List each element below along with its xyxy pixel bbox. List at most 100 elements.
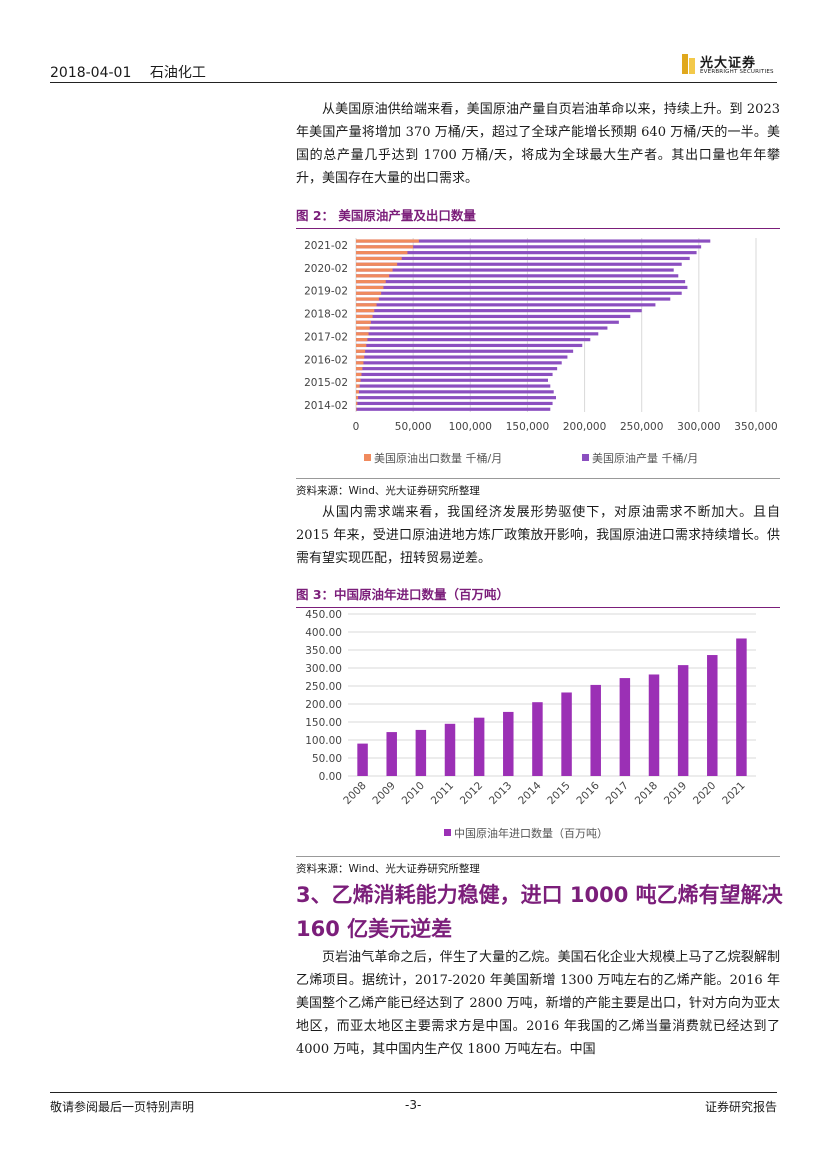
- footer-page-number: -3-: [405, 1098, 422, 1112]
- production-bar: [356, 297, 671, 301]
- import-bar: [444, 723, 456, 776]
- y-tick-label: 150.00: [305, 717, 342, 729]
- report-sector: 石油化工: [149, 65, 206, 81]
- y-tick-label: 0.00: [319, 771, 342, 783]
- y-tick-label: 2018-02: [304, 309, 348, 321]
- export-bar: [356, 332, 369, 336]
- x-tick-label: 2011: [429, 780, 456, 807]
- export-bar: [356, 291, 382, 295]
- x-tick-label: 100,000: [449, 421, 492, 433]
- legend-label-production: 美国原油产量 千桶/月: [592, 451, 698, 465]
- export-bar: [356, 251, 408, 255]
- logo-mark-icon: [682, 54, 695, 74]
- header-divider: [50, 82, 777, 83]
- production-bar: [356, 251, 697, 255]
- export-bar: [356, 309, 375, 313]
- export-bar: [356, 262, 398, 266]
- export-bar: [356, 274, 390, 278]
- production-bar: [356, 390, 554, 394]
- y-tick-label: 2019-02: [304, 286, 348, 298]
- import-bar: [503, 711, 514, 776]
- export-bar: [356, 372, 362, 377]
- legend-swatch-export: [364, 454, 371, 461]
- y-tick-label: 300.00: [305, 663, 342, 675]
- y-tick-label: 100.00: [305, 735, 342, 747]
- production-bar: [356, 239, 711, 243]
- export-bar: [356, 401, 358, 406]
- export-bar: [356, 239, 419, 243]
- y-tick-label: 350.00: [305, 645, 342, 657]
- figure-2-source: 资料来源：Wind、光大证券研究所整理: [296, 478, 780, 498]
- y-tick-label: 2021-02: [304, 240, 348, 252]
- logo-text-en: EVERBRIGHT SECURITIES: [700, 69, 774, 75]
- x-tick-label: 2014: [516, 779, 544, 807]
- export-bar: [356, 390, 359, 394]
- x-tick-label: 350,000: [734, 421, 777, 433]
- y-tick-label: 2016-02: [304, 354, 348, 366]
- figure-3-source: 资料来源：Wind、光大证券研究所整理: [296, 856, 780, 876]
- y-tick-label: 2020-02: [304, 263, 348, 275]
- production-bar: [356, 349, 574, 353]
- y-tick-label: 400.00: [305, 627, 342, 639]
- report-date: 2018-04-01: [50, 65, 132, 81]
- legend-label-export: 美国原油出口数量 千桶/月: [374, 451, 502, 465]
- export-bar: [356, 343, 367, 348]
- x-tick-label: 2008: [341, 780, 368, 807]
- y-tick-label: 2015-02: [304, 377, 348, 389]
- production-bar: [356, 361, 562, 365]
- export-bar: [356, 320, 371, 324]
- x-tick-label: 200,000: [563, 421, 606, 433]
- footer-divider: [50, 1092, 777, 1093]
- export-bar: [356, 349, 366, 353]
- production-bar: [356, 384, 551, 388]
- export-bar: [356, 407, 357, 411]
- export-bar: [356, 256, 402, 261]
- production-bar: [356, 245, 702, 249]
- import-bar: [736, 638, 747, 776]
- production-bar: [356, 396, 556, 400]
- export-bar: [356, 303, 377, 307]
- x-tick-label: 150,000: [506, 421, 549, 433]
- production-bar: [356, 280, 686, 284]
- import-bar: [648, 674, 660, 776]
- export-bar: [356, 326, 370, 330]
- x-tick-label: 2017: [604, 780, 631, 807]
- paragraph-ethylene: 页岩油气革命之后，伴生了大量的乙烷。美国石化企业大规模上马了乙烷裂解制乙烯项目。…: [296, 950, 780, 1057]
- production-bar: [356, 401, 553, 406]
- logo-text-cn: 光大证券: [700, 56, 757, 71]
- production-bar: [356, 332, 599, 336]
- figure-3-title: 图 3：中国原油年进口数量（百万吨）: [296, 584, 780, 608]
- production-bar: [356, 343, 583, 348]
- y-tick-label: 2017-02: [304, 331, 348, 343]
- export-bar: [356, 396, 359, 400]
- production-bar: [356, 274, 679, 278]
- production-bar: [356, 372, 553, 377]
- export-bar: [356, 268, 393, 272]
- footer-report-type: 证券研究报告: [704, 1100, 777, 1114]
- import-bar: [386, 732, 397, 776]
- export-bar: [356, 367, 363, 371]
- report-header: 2018-04-01 石油化工: [50, 62, 220, 82]
- production-bar: [356, 320, 619, 324]
- x-tick-label: 2015: [545, 780, 572, 807]
- x-tick-label: 50,000: [395, 421, 432, 433]
- import-bar: [473, 717, 485, 776]
- export-bar: [356, 361, 364, 365]
- export-bar: [356, 245, 414, 249]
- legend-label-import: 中国原油年进口数量（百万吨）: [454, 826, 608, 840]
- import-bar: [561, 692, 572, 776]
- paragraph-us-supply: 从美国原油供给端来看，美国原油产量自页岩油革命以来，持续上升。到 2023 年美…: [296, 102, 780, 186]
- export-bar: [356, 285, 384, 290]
- footer-disclaimer: 敬请参阅最后一页特别声明: [50, 1100, 195, 1114]
- legend-swatch-import: [444, 829, 451, 836]
- export-bar: [356, 297, 379, 301]
- x-tick-label: 300,000: [677, 421, 720, 433]
- export-bar: [356, 355, 365, 359]
- import-bar: [532, 702, 543, 776]
- x-tick-label: 2016: [574, 779, 602, 807]
- import-bar: [590, 684, 601, 776]
- y-tick-label: 200.00: [305, 699, 342, 711]
- production-bar: [356, 309, 642, 313]
- production-bar: [356, 262, 682, 266]
- production-bar: [356, 268, 674, 272]
